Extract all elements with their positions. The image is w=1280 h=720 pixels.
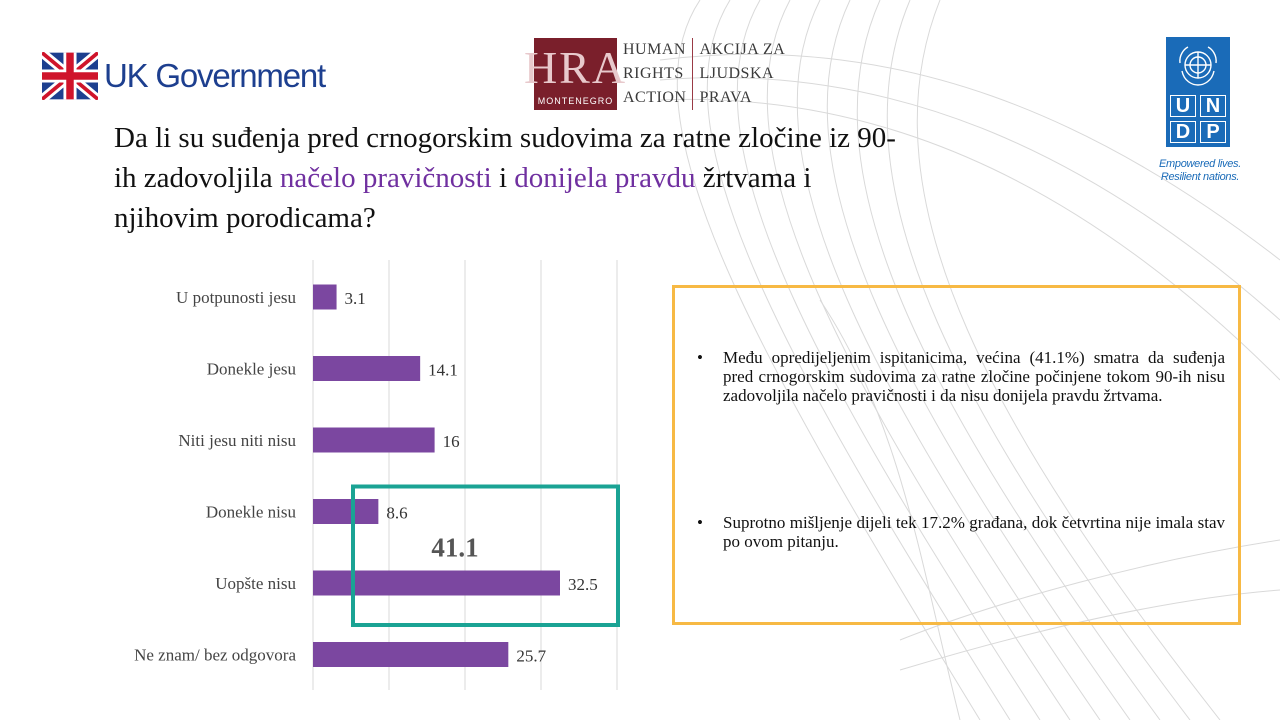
hra-local-name: AKCIJA ZA LJUDSKA PRAVA [693,38,791,110]
highlight-box [351,484,620,627]
undp-tagline-line: Resilient nations. [1160,171,1240,183]
title-text: i [491,162,515,194]
union-jack-flag-icon [42,52,98,100]
info-bullet: • Među opredijeljenim ispitanicima, veći… [697,348,1225,405]
hra-local-line: AKCIJA ZA [699,41,786,58]
bar [313,427,435,453]
bar [313,356,421,381]
category-label: Ne znam/ bez odgovora [134,646,296,665]
uk-government-text: UK Government [104,57,326,94]
hra-letters: HRA [523,42,628,93]
bar [313,284,337,310]
undp-letters: U N D P [1170,95,1226,143]
hra-divider [692,38,694,110]
bar [313,499,379,524]
category-label: U potpunosti jesu [176,288,296,307]
bullet-icon: • [697,513,703,532]
title-text: žrtvama i njihovim porodicama? [114,162,812,234]
title-text: Da li su suđenja pred crnogorskim sudovi… [114,122,896,194]
bullet-icon: • [697,348,703,367]
value-label: 16 [443,432,460,451]
value-label: 14.1 [428,361,458,380]
hra-emblem: HRA MONTENEGRO [524,38,625,110]
bar [313,642,509,667]
undp-tagline: Empowered lives. Resilient nations. [1140,158,1260,184]
hra-local-line: LJUDSKA [699,65,775,82]
hra-logo: HRA MONTENEGRO HUMAN RIGHTS ACTION AKCIJ… [524,38,791,110]
info-bullet: • Suprotno mišljenje dijeli tek 17.2% gr… [697,513,1225,551]
undp-letter: N [1200,95,1226,117]
bullet-text: Suprotno mišljenje dijeli tek 17.2% građ… [723,513,1225,551]
un-emblem-icon [1179,46,1217,86]
highlight-label: 41.1 [431,532,478,562]
hra-en-line: HUMAN [623,41,686,58]
value-label: 25.7 [516,647,546,666]
slide-title: Da li su suđenja pred crnogorskim sudovi… [114,118,914,238]
category-label: Uopšte nisu [215,574,296,593]
category-label: Niti jesu niti nisu [178,431,296,450]
undp-letter: U [1170,95,1196,117]
hra-montenegro: MONTENEGRO [537,96,614,106]
undp-letter: D [1170,121,1196,143]
hra-en-line: RIGHTS [623,65,684,82]
undp-tagline-line: Empowered lives. [1158,158,1241,170]
uk-government-logo: UK Government [42,52,326,100]
value-label: 32.5 [568,575,598,594]
category-label: Donekle nisu [206,503,297,522]
hra-english-name: HUMAN RIGHTS ACTION [617,38,692,110]
title-highlight: donijela pravdu [514,162,696,194]
category-label: Donekle jesu [207,360,297,379]
bar [313,570,560,596]
hra-local-line: PRAVA [699,89,753,106]
title-highlight: načelo pravičnosti [279,162,492,194]
undp-logo: U N D P [1166,37,1230,147]
value-label: 8.6 [386,504,407,523]
bullet-text: Među opredijeljenim ispitanicima, većina… [723,348,1225,405]
value-label: 3.1 [345,289,366,308]
bar-chart: U potpunosti jesu 3.1 Donekle jesu 14.1 Niti… [134,260,620,690]
undp-letter: P [1200,121,1226,143]
hra-en-line: ACTION [623,89,687,106]
info-box: • Među opredijeljenim ispitanicima, veći… [672,285,1241,625]
